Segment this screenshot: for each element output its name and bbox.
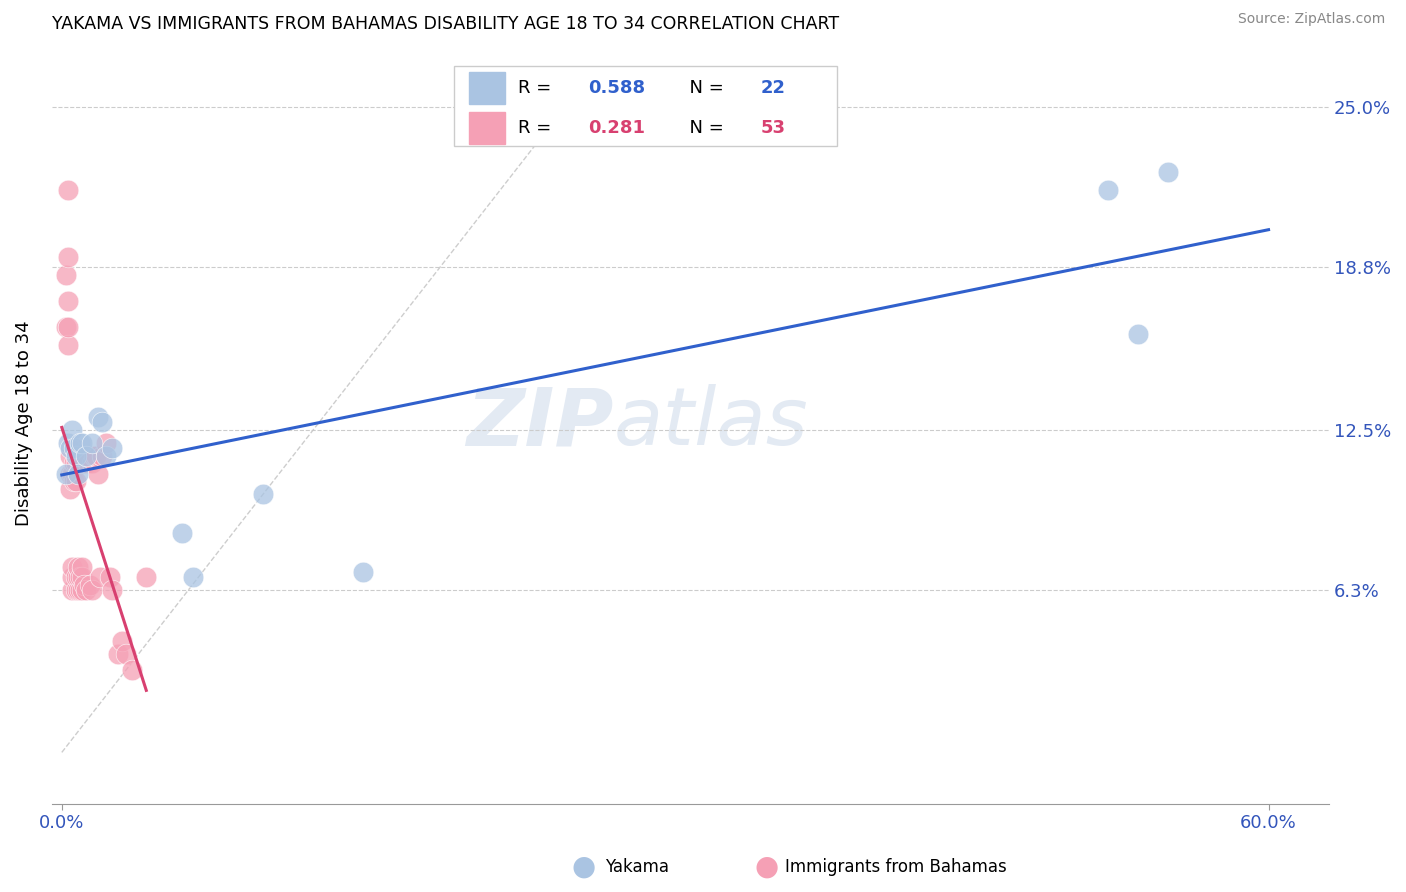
Point	[59, 449, 82, 463]
Point	[135, 570, 157, 584]
Point	[70, 435, 93, 450]
Text: Yakama: Yakama	[605, 858, 669, 876]
Point	[70, 449, 93, 463]
Point	[77, 457, 100, 471]
Point	[60, 559, 83, 574]
Point	[59, 441, 82, 455]
Point	[55, 467, 77, 481]
Point	[69, 570, 91, 584]
Point	[94, 435, 117, 450]
Point	[75, 582, 97, 597]
Point	[73, 577, 96, 591]
Point	[70, 582, 93, 597]
Point	[73, 457, 96, 471]
Point	[56, 435, 79, 450]
Point	[56, 293, 79, 308]
Point	[65, 582, 87, 597]
Point	[56, 337, 79, 351]
Point	[69, 582, 91, 597]
Point	[66, 449, 89, 463]
Text: ●: ●	[754, 853, 779, 881]
Point	[63, 457, 86, 471]
Point	[56, 250, 79, 264]
Point	[172, 526, 194, 541]
Point	[60, 570, 83, 584]
Point	[65, 475, 87, 489]
Point	[70, 559, 93, 574]
Text: R =: R =	[517, 119, 557, 137]
Point	[60, 582, 83, 597]
Text: 53: 53	[761, 119, 786, 137]
Point	[69, 435, 91, 450]
Point	[80, 582, 103, 597]
Point	[80, 435, 103, 450]
Point	[55, 319, 77, 334]
Point	[65, 457, 87, 471]
Point	[63, 441, 86, 455]
Point	[66, 570, 89, 584]
Point	[63, 441, 86, 455]
Point	[115, 648, 138, 662]
Text: Immigrants from Bahamas: Immigrants from Bahamas	[785, 858, 1007, 876]
FancyBboxPatch shape	[454, 66, 837, 145]
Point	[101, 441, 124, 455]
Point	[56, 319, 79, 334]
Point	[59, 467, 82, 481]
Point	[121, 663, 143, 677]
Bar	[470, 72, 505, 104]
Text: R =: R =	[517, 79, 557, 97]
Point	[75, 449, 97, 463]
Text: YAKAMA VS IMMIGRANTS FROM BAHAMAS DISABILITY AGE 18 TO 34 CORRELATION CHART: YAKAMA VS IMMIGRANTS FROM BAHAMAS DISABI…	[52, 15, 839, 33]
Point	[353, 565, 375, 579]
Point	[80, 457, 103, 471]
Point	[66, 582, 89, 597]
Text: Source: ZipAtlas.com: Source: ZipAtlas.com	[1237, 12, 1385, 26]
Point	[84, 449, 107, 463]
Point	[91, 449, 114, 463]
Point	[98, 570, 121, 584]
Point	[60, 467, 83, 481]
Bar	[470, 112, 505, 144]
Point	[1157, 165, 1180, 179]
Point	[101, 582, 124, 597]
Point	[252, 487, 274, 501]
Point	[56, 183, 79, 197]
Text: atlas: atlas	[613, 384, 808, 462]
Text: 0.588: 0.588	[588, 79, 645, 97]
Point	[1126, 327, 1149, 342]
Point	[65, 449, 87, 463]
Text: 0.281: 0.281	[588, 119, 645, 137]
Point	[87, 467, 110, 481]
Point	[66, 559, 89, 574]
Point	[89, 570, 111, 584]
Point	[94, 449, 117, 463]
Text: 22: 22	[761, 79, 786, 97]
Y-axis label: Disability Age 18 to 34: Disability Age 18 to 34	[15, 320, 32, 526]
Point	[60, 423, 83, 437]
Point	[65, 570, 87, 584]
Point	[111, 634, 134, 648]
Point	[70, 570, 93, 584]
Point	[59, 482, 82, 496]
Point	[66, 467, 89, 481]
Point	[87, 409, 110, 424]
Text: ZIP: ZIP	[467, 384, 613, 462]
Point	[91, 415, 114, 429]
Point	[63, 475, 86, 489]
Point	[1097, 183, 1119, 197]
Text: ●: ●	[571, 853, 596, 881]
Point	[107, 648, 129, 662]
Point	[75, 449, 97, 463]
Text: N =: N =	[678, 79, 730, 97]
Text: N =: N =	[678, 119, 730, 137]
Point	[83, 449, 105, 463]
Point	[69, 457, 91, 471]
Point	[79, 577, 101, 591]
Point	[181, 570, 204, 584]
Point	[55, 268, 77, 282]
